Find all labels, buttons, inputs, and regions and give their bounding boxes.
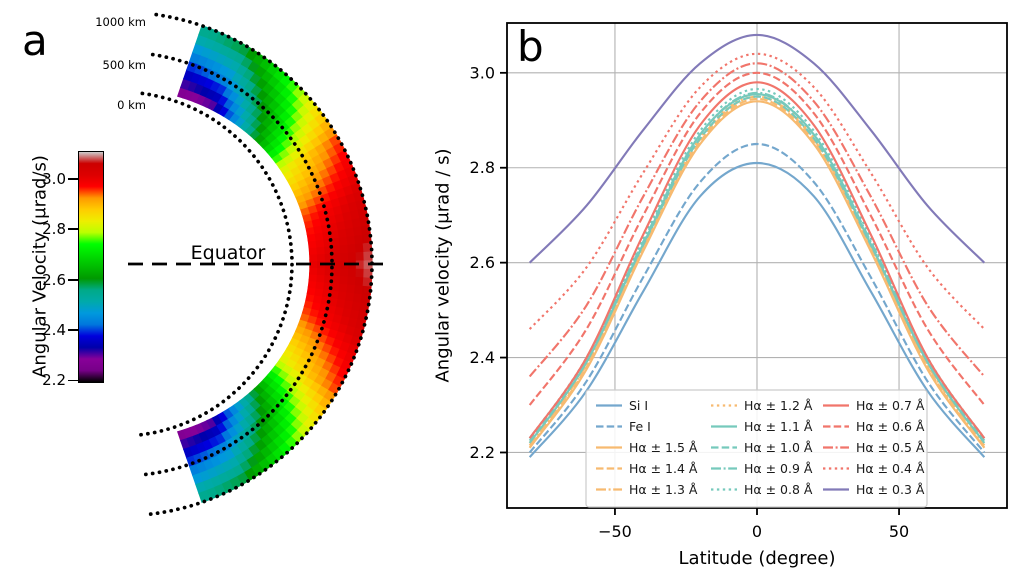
curve-h-1.3-	[528, 95, 986, 447]
legend-label: Hα ± 0.3 Å	[856, 482, 925, 497]
x-tick-label: 50	[889, 522, 909, 541]
y-tick-label: 3.0	[470, 63, 495, 82]
equator-label: Equator	[190, 242, 266, 264]
curve-h-0.3-	[528, 33, 986, 264]
curve-h-0.4-	[528, 52, 986, 330]
legend-label: Hα ± 0.7 Å	[856, 398, 925, 413]
legend-label: Hα ± 0.8 Å	[744, 482, 813, 497]
colorbar-tick-label: 2.4	[42, 321, 66, 340]
legend-label: Hα ± 0.5 Å	[856, 440, 925, 455]
y-tick-label: 2.6	[470, 253, 495, 272]
x-tick-label: 0	[752, 522, 762, 541]
colorbar-tick-mark	[68, 278, 78, 281]
colorbar-tick-label: 2.6	[42, 270, 66, 289]
colorbar-tick-label: 3.0	[42, 169, 66, 188]
colorbar-tick-label: 2.2	[42, 371, 66, 390]
y-tick-label: 2.8	[470, 158, 495, 177]
legend-label: Hα ± 1.3 Å	[629, 482, 698, 497]
panel-b-label: b	[517, 22, 544, 71]
colorbar-tick-mark	[68, 329, 78, 331]
legend-label: Si I	[629, 398, 648, 413]
x-axis-label: Latitude (degree)	[678, 548, 836, 569]
legend-label: Hα ± 0.9 Å	[744, 461, 813, 476]
legend-label: Hα ± 1.4 Å	[629, 461, 698, 476]
x-tick-label: −50	[598, 522, 632, 541]
panel-a-label: a	[22, 16, 48, 65]
y-axis-label: Angular velocity (μrad / s)	[432, 148, 454, 383]
legend-frame	[585, 389, 928, 508]
colorbar-tick-mark	[68, 228, 78, 231]
curve-h-0.7-	[528, 81, 986, 439]
curve-fe-i	[528, 142, 986, 454]
legend: Si I Fe I Hα ± 1.5 Å Hα ± 1.4 Å Hα ± 1.3 Å Hα…	[585, 389, 928, 508]
y-tick-label: 2.4	[470, 348, 495, 367]
y-tick-label: 2.2	[470, 443, 495, 462]
colorbar-gradient	[78, 151, 104, 383]
axis-ticks: −50 0 50 2.2 2.4 2.6 2.8 3.0	[470, 63, 910, 541]
legend-label: Hα ± 1.5 Å	[629, 440, 698, 455]
wedge-heatmap	[177, 24, 373, 504]
curve-h-1.1-	[528, 93, 986, 444]
curve-h-0.5-	[528, 62, 986, 378]
altitude-label-500km: 500 km	[102, 58, 146, 72]
legend-label: Hα ± 1.0 Å	[744, 440, 813, 455]
legend-label: Hα ± 0.4 Å	[856, 461, 925, 476]
legend-label: Hα ± 0.6 Å	[856, 419, 925, 434]
legend-label: Hα ± 1.1 Å	[744, 419, 813, 434]
colorbar-tick-label: 2.8	[42, 220, 66, 239]
curve-h-0.9-	[528, 91, 986, 439]
colorbar-tick-mark	[68, 177, 78, 180]
colorbar-tick-mark	[68, 379, 78, 382]
altitude-label-0km: 0 km	[117, 98, 146, 112]
altitude-label-1000km: 1000 km	[95, 15, 146, 29]
curve-si-i	[528, 161, 986, 458]
curve-h-1.5-	[528, 100, 986, 449]
curve-h-0.6-	[528, 71, 986, 406]
legend-label: Fe I	[629, 419, 651, 434]
curve-h-1.0-	[528, 95, 986, 442]
legend-label: Hα ± 1.2 Å	[744, 398, 813, 413]
curves	[528, 33, 986, 458]
